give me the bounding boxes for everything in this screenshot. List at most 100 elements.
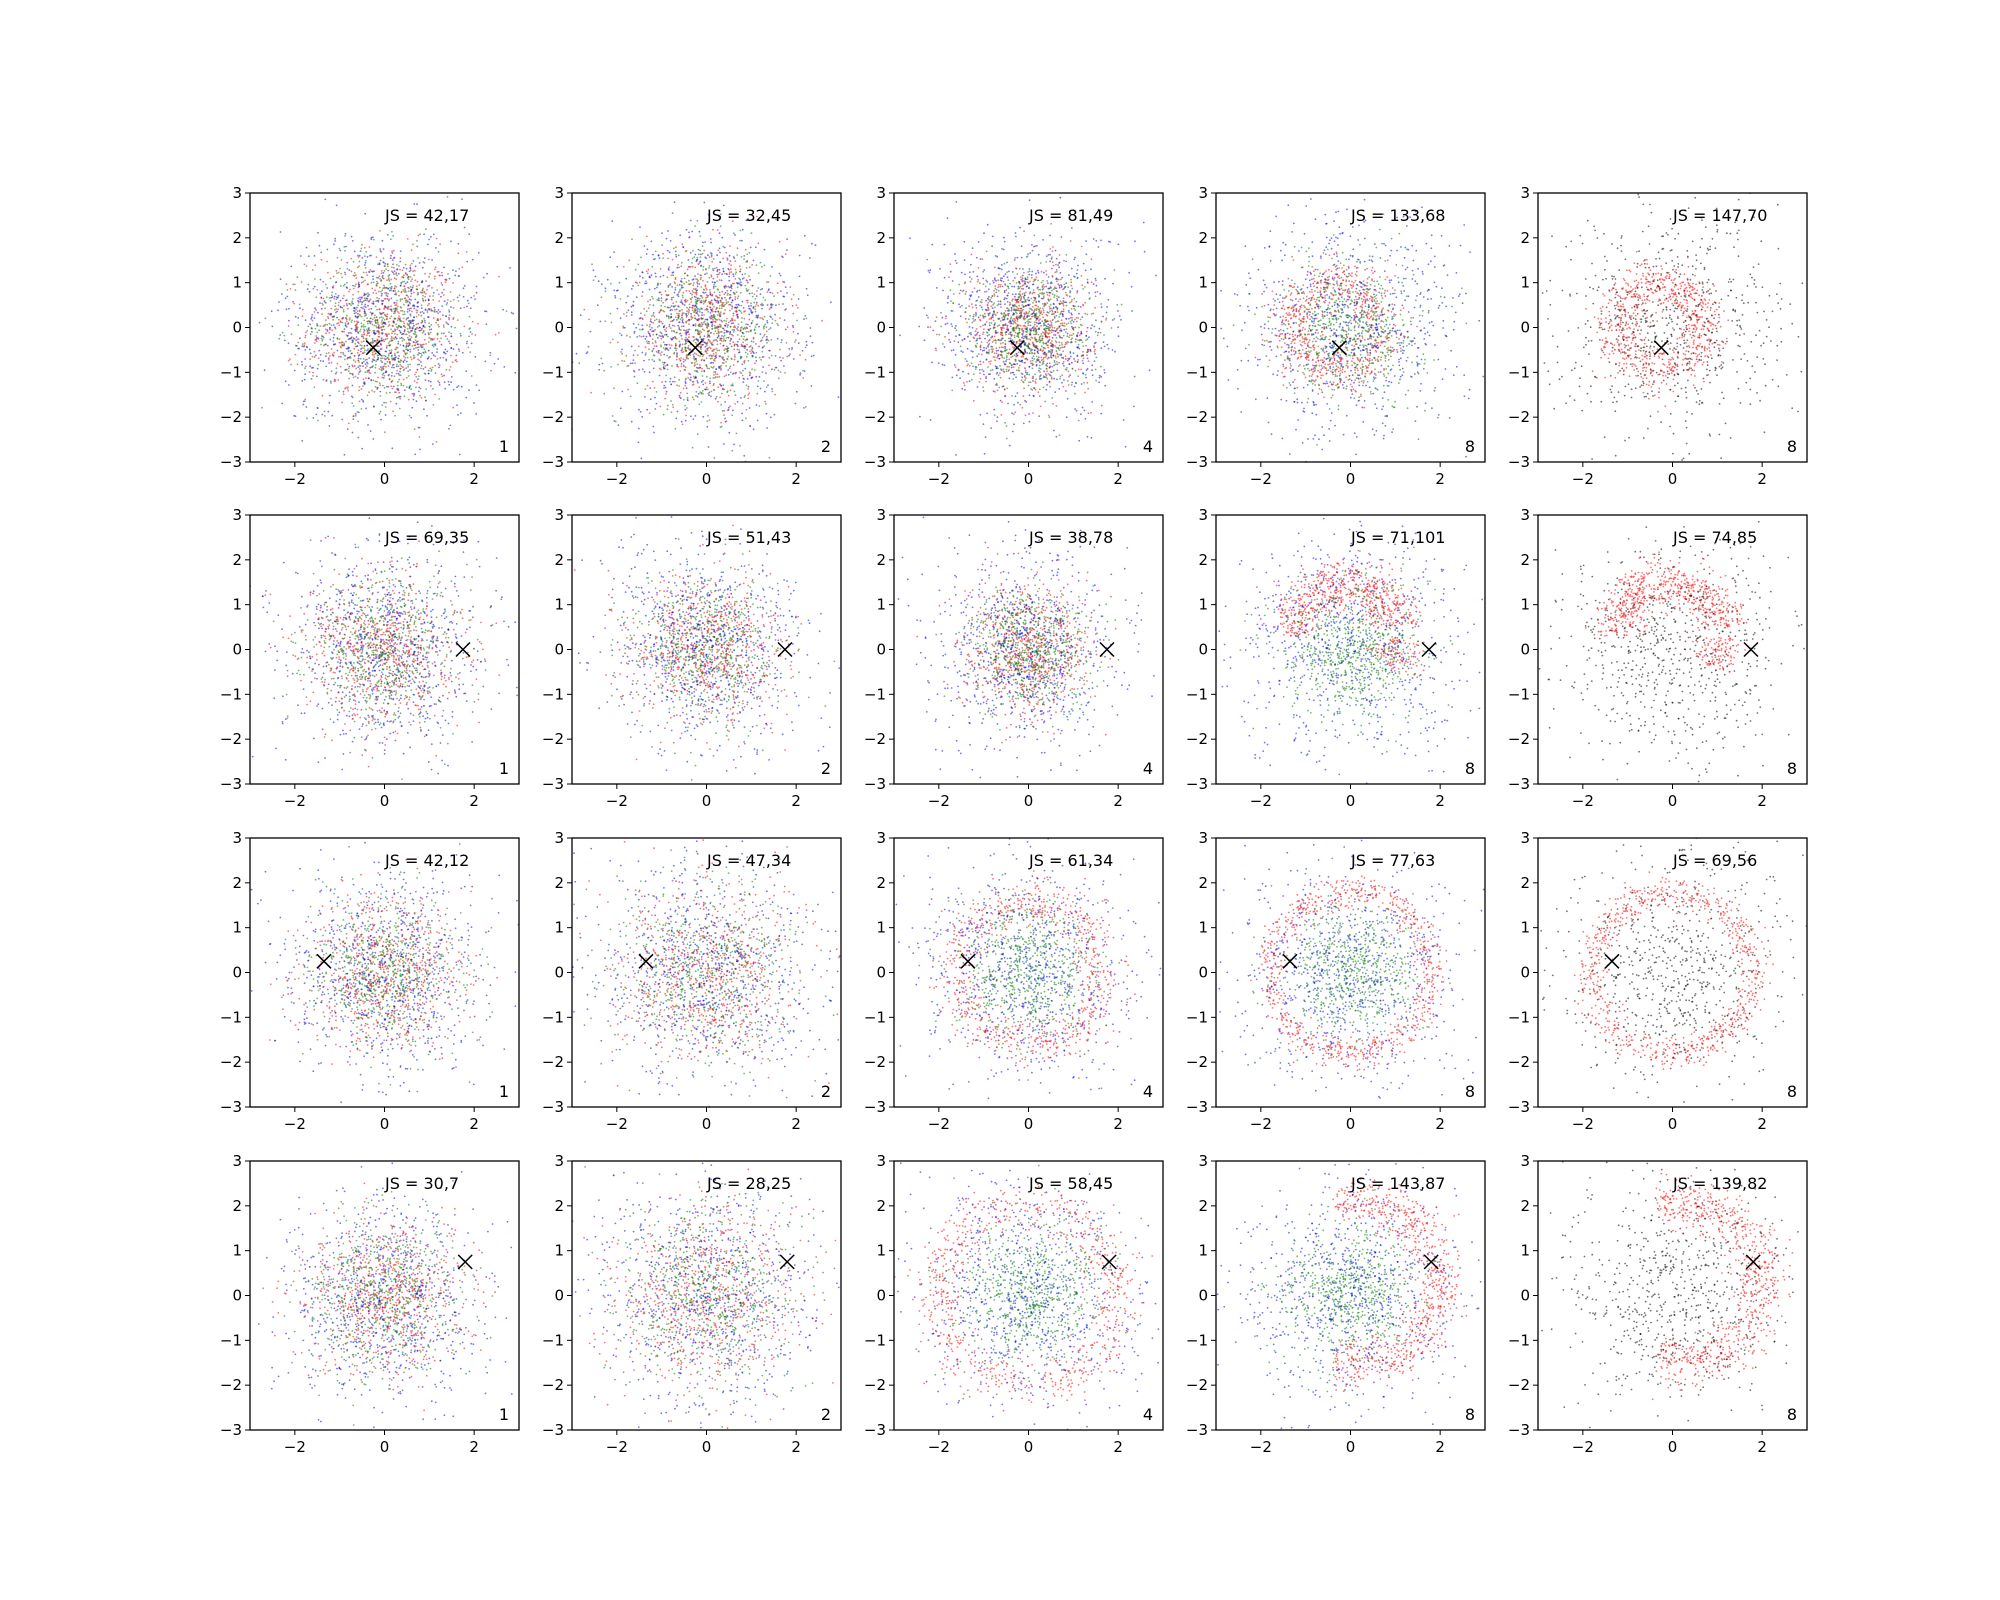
scatter-point-red xyxy=(723,409,725,412)
scatter-point-blue xyxy=(784,286,787,288)
scatter-point-blue xyxy=(399,260,402,263)
scatter-point-green xyxy=(716,280,718,282)
y-tick-label: 0 xyxy=(554,319,564,337)
scatter-point-blue xyxy=(359,300,362,303)
scatter-point-red xyxy=(707,301,710,303)
scatter-point-green xyxy=(720,403,722,406)
scatter-point-red xyxy=(674,309,676,311)
scatter-point-green xyxy=(1013,336,1016,339)
scatter-point-red xyxy=(383,340,386,343)
scatter-point-blue xyxy=(711,321,713,323)
scatter-point-blue xyxy=(381,361,383,364)
scatter-point-red xyxy=(1005,289,1008,291)
scatter-point-blue xyxy=(655,402,658,405)
scatter-point-red xyxy=(723,414,725,417)
scatter-point-blue xyxy=(348,365,351,368)
scatter-point-blue xyxy=(363,292,366,295)
scatter-point-red xyxy=(720,421,722,424)
scatter-point-green xyxy=(725,320,728,322)
scatter-point-green xyxy=(406,356,409,359)
scatter-point-red xyxy=(742,338,745,341)
scatter-point-blue xyxy=(344,324,347,326)
scatter-point-blue xyxy=(393,357,396,360)
scatter-point-red xyxy=(1062,308,1065,311)
scatter-point-red xyxy=(721,290,724,293)
scatter-point-green xyxy=(341,321,344,324)
scatter-point-green xyxy=(693,256,696,258)
scatter-point-red xyxy=(327,271,329,274)
scatter-point-blue xyxy=(704,291,707,294)
scatter-point-blue xyxy=(381,302,384,305)
scatter-point-red xyxy=(729,342,731,345)
scatter-point-green xyxy=(735,271,738,274)
scatter-point-blue xyxy=(466,305,468,308)
scatter-point-blue xyxy=(310,317,313,320)
scatter-point-red xyxy=(1065,323,1068,326)
scatter-point-blue xyxy=(288,319,290,322)
scatter-point-red xyxy=(1053,327,1056,329)
scatter-point-blue xyxy=(662,335,664,338)
scatter-point-red xyxy=(705,386,708,389)
scatter-point-red xyxy=(1031,341,1034,344)
scatter-point-red xyxy=(998,324,1001,327)
scatter-point-red xyxy=(410,280,412,282)
scatter-point-red xyxy=(994,266,996,269)
scatter-point-green xyxy=(359,328,362,331)
scatter-point-red xyxy=(415,323,418,326)
scatter-point-red xyxy=(386,360,389,363)
scatter-point-red xyxy=(704,285,707,288)
scatter-point-red xyxy=(489,354,492,357)
scatter-point-red xyxy=(739,268,742,271)
scatter-point-blue xyxy=(442,314,444,316)
scatter-point-green xyxy=(707,310,709,313)
scatter-point-green xyxy=(691,446,694,449)
scatter-point-green xyxy=(726,349,729,352)
scatter-point-red xyxy=(432,299,435,301)
scatter-point-red xyxy=(356,310,359,313)
scatter-point-green xyxy=(1018,329,1021,332)
scatter-point-blue xyxy=(359,296,361,299)
scatter-point-blue xyxy=(441,305,444,307)
scatter-point-blue xyxy=(379,259,382,262)
scatter-point-blue xyxy=(418,262,421,264)
scatter-point-green xyxy=(422,329,425,332)
scatter-point-blue xyxy=(475,413,478,415)
scatter-point-red xyxy=(646,342,649,345)
scatter-point-blue xyxy=(633,330,636,333)
scatter-point-red xyxy=(688,290,691,293)
scatter-point-blue xyxy=(717,335,720,337)
scatter-point-red xyxy=(715,352,717,354)
scatter-point-green xyxy=(381,404,384,406)
scatter-point-blue xyxy=(380,294,383,297)
scatter-point-blue xyxy=(696,395,699,398)
scatter-point-green xyxy=(718,291,721,294)
scatter-point-red xyxy=(621,359,624,362)
y-tick-label: 3 xyxy=(554,184,564,202)
scatter-point-green xyxy=(365,250,368,253)
scatter-point-red xyxy=(1064,341,1067,344)
scatter-point-blue xyxy=(704,318,707,321)
scatter-point-blue xyxy=(652,347,655,350)
scatter-point-red xyxy=(386,335,388,337)
scatter-point-red xyxy=(1012,323,1015,325)
x-tick-label: −2 xyxy=(606,470,628,488)
scatter-point-blue xyxy=(691,279,694,281)
scatter-point-green xyxy=(707,414,709,417)
scatter-point-red xyxy=(695,353,698,356)
scatter-point-red xyxy=(349,317,351,320)
scatter-point-red xyxy=(1055,341,1058,344)
scatter-point-red xyxy=(746,279,748,282)
scatter-point-blue xyxy=(682,360,685,363)
scatter-point-red xyxy=(1062,350,1065,353)
scatter-point-blue xyxy=(665,390,668,393)
scatter-point-red xyxy=(1034,298,1037,301)
scatter-point-red xyxy=(389,317,391,320)
scatter-point-red xyxy=(444,335,447,338)
scatter-point-blue xyxy=(363,308,366,311)
scatter-point-red xyxy=(447,299,449,301)
scatter-point-red xyxy=(797,306,799,309)
scatter-point-red xyxy=(691,306,693,309)
scatter-point-red xyxy=(411,393,414,395)
scatter-point-blue xyxy=(740,397,742,399)
scatter-point-green xyxy=(610,282,612,285)
